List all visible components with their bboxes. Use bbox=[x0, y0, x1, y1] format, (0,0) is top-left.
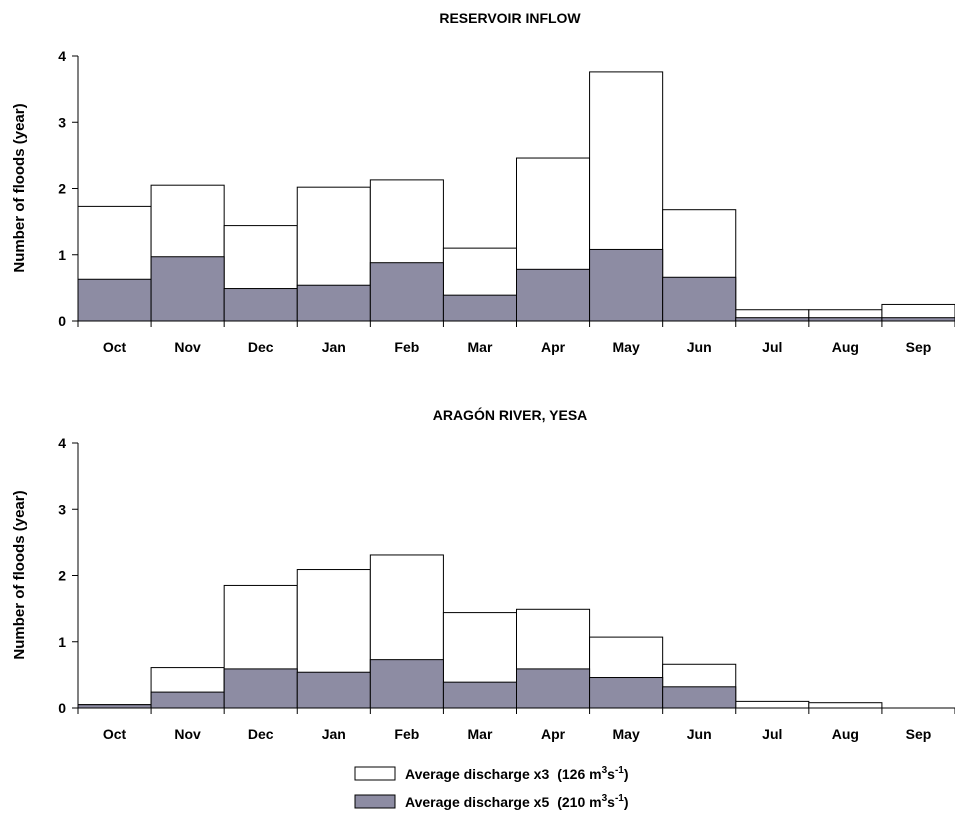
legend-item-x3: Average discharge x3 (126 m3s-1) bbox=[354, 765, 629, 782]
y-ticks: 0 1 2 3 4 bbox=[58, 48, 78, 329]
bar-x5-apr bbox=[516, 668, 591, 709]
x-tick-label-aug: Aug bbox=[832, 339, 859, 355]
x-tick-label-feb: Feb bbox=[394, 339, 419, 355]
bar-x5-jan bbox=[296, 671, 371, 709]
y-tick-label: 0 bbox=[58, 700, 66, 716]
x-tick-label-sep: Sep bbox=[906, 726, 932, 742]
x-tick-label-nov: Nov bbox=[174, 726, 201, 742]
y-tick-label: 1 bbox=[58, 247, 66, 263]
y-ticks: 0 1 2 3 4 bbox=[58, 435, 78, 716]
bar-x5-mar bbox=[442, 681, 518, 709]
bar-x3-aug bbox=[808, 702, 883, 709]
y-tick-label: 2 bbox=[58, 568, 66, 584]
y-axis-label: Number of floods (year) bbox=[11, 103, 28, 272]
y-tick-label: 0 bbox=[58, 313, 66, 329]
bar-x5-dec bbox=[223, 288, 298, 322]
bar-x3-jul bbox=[735, 700, 810, 709]
bars bbox=[77, 554, 883, 709]
y-axis-label: Number of floods (year) bbox=[11, 490, 28, 659]
x-tick-label-aug: Aug bbox=[832, 726, 859, 742]
x-tick-label-apr: Apr bbox=[541, 339, 566, 355]
bar-x5-jun bbox=[662, 276, 737, 322]
legend-label-x5: Average discharge x5 (210 m3s-1) bbox=[405, 793, 629, 810]
x-tick-label-mar: Mar bbox=[468, 339, 493, 355]
y-tick-label: 4 bbox=[58, 48, 66, 64]
bar-x5-feb bbox=[369, 659, 444, 709]
chart-title: RESERVOIR INFLOW bbox=[439, 10, 581, 26]
legend-item-x5: Average discharge x5 (210 m3s-1) bbox=[354, 793, 629, 810]
x-tick-label-may: May bbox=[613, 339, 640, 355]
x-tick-label-dec: Dec bbox=[248, 339, 274, 355]
legend-label-x3: Average discharge x3 (126 m3s-1) bbox=[405, 765, 629, 782]
bar-x5-jan bbox=[296, 284, 371, 322]
chart-title: ARAGÓN RIVER, YESA bbox=[433, 406, 588, 423]
legend-swatch-x3 bbox=[354, 766, 396, 781]
bar-x5-feb bbox=[369, 262, 444, 322]
x-tick-label-jan: Jan bbox=[322, 339, 346, 355]
x-tick-label-mar: Mar bbox=[468, 726, 493, 742]
bar-x5-nov bbox=[150, 691, 225, 709]
bar-x5-jun bbox=[662, 686, 737, 709]
bar-x5-may bbox=[589, 248, 664, 322]
bar-x5-oct bbox=[77, 278, 152, 322]
y-tick-label: 1 bbox=[58, 634, 66, 650]
bar-x5-dec bbox=[223, 668, 298, 709]
x-tick-label-jul: Jul bbox=[762, 339, 782, 355]
x-tick-label-jun: Jun bbox=[687, 339, 712, 355]
bar-x5-apr bbox=[516, 268, 591, 322]
x-ticks: Oct Nov Dec Jan Feb Mar Apr May Jun Jul Aug Sep bbox=[77, 321, 955, 355]
x-tick-label-apr: Apr bbox=[541, 726, 566, 742]
x-tick-label-oct: Oct bbox=[103, 726, 127, 742]
panel-reservoir-inflow: RESERVOIR INFLOW Number of floods (year)… bbox=[11, 10, 955, 355]
y-tick-label: 2 bbox=[58, 181, 66, 197]
bars bbox=[77, 71, 955, 322]
bar-x5-may bbox=[589, 677, 664, 709]
bar-x5-mar bbox=[442, 294, 518, 322]
x-tick-label-jan: Jan bbox=[322, 726, 346, 742]
x-tick-label-feb: Feb bbox=[394, 726, 419, 742]
x-tick-label-oct: Oct bbox=[103, 339, 127, 355]
x-tick-label-jun: Jun bbox=[687, 726, 712, 742]
bar-x5-nov bbox=[150, 256, 225, 322]
y-tick-label: 3 bbox=[58, 501, 66, 517]
x-ticks: Oct Nov Dec Jan Feb Mar Apr May Jun Jul Aug Sep bbox=[77, 708, 955, 742]
x-tick-label-dec: Dec bbox=[248, 726, 274, 742]
y-tick-label: 3 bbox=[58, 114, 66, 130]
legend-swatch-x5 bbox=[354, 794, 396, 809]
x-tick-label-sep: Sep bbox=[906, 339, 932, 355]
y-tick-label: 4 bbox=[58, 435, 66, 451]
x-tick-label-may: May bbox=[613, 726, 640, 742]
legend: Average discharge x3 (126 m3s-1) Average … bbox=[354, 765, 629, 810]
x-tick-label-nov: Nov bbox=[174, 339, 201, 355]
panel-aragon-river-yesa: ARAGÓN RIVER, YESA Number of floods (yea… bbox=[11, 406, 955, 742]
x-tick-label-jul: Jul bbox=[762, 726, 782, 742]
